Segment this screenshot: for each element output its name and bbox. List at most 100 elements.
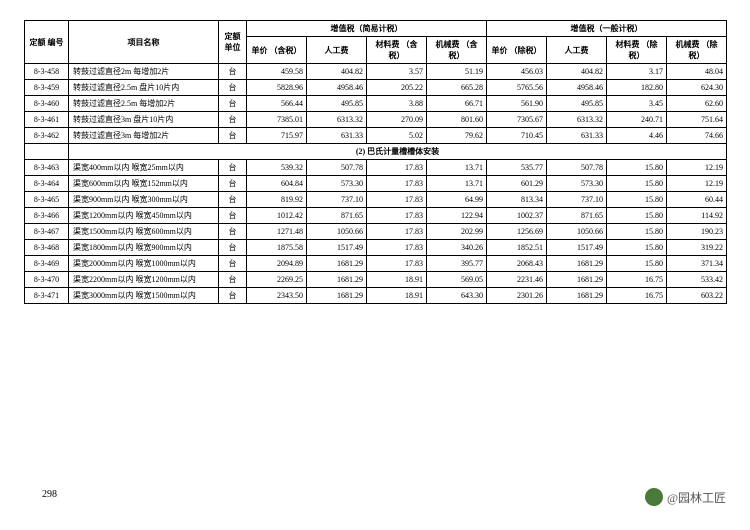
- cell-val: 15.80: [607, 256, 667, 272]
- cell-val: 459.58: [247, 64, 307, 80]
- cell-val: 319.22: [667, 240, 727, 256]
- section-empty: [25, 144, 69, 160]
- cell-val: 573.30: [547, 176, 607, 192]
- cell-val: 1517.49: [547, 240, 607, 256]
- cell-val: 1852.51: [487, 240, 547, 256]
- cell-name: 转鼓过滤直径3m 每增加2片: [69, 128, 219, 144]
- table-row: 8-3-464渠宽600mm以内 喉宽152mm以内台604.84573.301…: [25, 176, 727, 192]
- cell-val: 1681.29: [307, 272, 367, 288]
- cell-val: 340.26: [427, 240, 487, 256]
- cell-name: 渠宽400mm以内 喉宽25mm以内: [69, 160, 219, 176]
- cell-val: 1681.29: [547, 288, 607, 304]
- cell-val: 2068.43: [487, 256, 547, 272]
- cell-val: 17.83: [367, 256, 427, 272]
- cell-val: 60.44: [667, 192, 727, 208]
- cell-code: 8-3-469: [25, 256, 69, 272]
- table-wrapper: 定额 编号 项目名称 定额 单位 增值税（简易计税） 增值税（一般计税） 单价 …: [24, 20, 726, 304]
- cell-val: 5765.56: [487, 80, 547, 96]
- cell-val: 5828.96: [247, 80, 307, 96]
- hdr-unit: 定额 单位: [219, 21, 247, 64]
- table-row: 8-3-470渠宽2200mm以内 喉宽1200mm以内台2269.251681…: [25, 272, 727, 288]
- cell-val: 190.23: [667, 224, 727, 240]
- cell-val: 1517.49: [307, 240, 367, 256]
- cell-val: 495.85: [547, 96, 607, 112]
- cell-val: 604.84: [247, 176, 307, 192]
- cell-unit: 台: [219, 64, 247, 80]
- cell-val: 2301.26: [487, 288, 547, 304]
- avatar-icon: [645, 488, 663, 506]
- cell-val: 16.75: [607, 272, 667, 288]
- cell-val: 4958.46: [307, 80, 367, 96]
- cell-val: 13.71: [427, 160, 487, 176]
- cell-val: 64.99: [427, 192, 487, 208]
- cell-val: 456.03: [487, 64, 547, 80]
- cell-val: 17.83: [367, 160, 427, 176]
- watermark-text: @园林工匠: [667, 489, 726, 506]
- cell-val: 535.77: [487, 160, 547, 176]
- cell-val: 48.04: [667, 64, 727, 80]
- cell-val: 270.09: [367, 112, 427, 128]
- cell-val: 18.91: [367, 288, 427, 304]
- table-row: 8-3-460转鼓过滤直径2.5m 每增加2片台566.44495.853.88…: [25, 96, 727, 112]
- cell-val: 3.88: [367, 96, 427, 112]
- cell-val: 665.28: [427, 80, 487, 96]
- cell-val: 603.22: [667, 288, 727, 304]
- page-number: 298: [42, 489, 57, 500]
- cell-val: 601.29: [487, 176, 547, 192]
- cell-name: 转鼓过滤直径3m 盘片10片内: [69, 112, 219, 128]
- cell-val: 507.78: [547, 160, 607, 176]
- cell-val: 3.57: [367, 64, 427, 80]
- cell-val: 74.66: [667, 128, 727, 144]
- cell-name: 渠宽1500mm以内 喉宽600mm以内: [69, 224, 219, 240]
- cell-val: 2094.89: [247, 256, 307, 272]
- cell-val: 1681.29: [547, 256, 607, 272]
- hdr-name: 项目名称: [69, 21, 219, 64]
- cell-val: 15.80: [607, 240, 667, 256]
- cell-val: 404.82: [547, 64, 607, 80]
- cell-val: 871.65: [547, 208, 607, 224]
- cell-code: 8-3-460: [25, 96, 69, 112]
- watermark: @园林工匠: [645, 488, 726, 506]
- table-row: 8-3-462转鼓过滤直径3m 每增加2片台715.97631.335.0279…: [25, 128, 727, 144]
- cell-unit: 台: [219, 256, 247, 272]
- cell-val: 1681.29: [307, 288, 367, 304]
- cell-val: 561.90: [487, 96, 547, 112]
- cell-name: 渠宽1800mm以内 喉宽900mm以内: [69, 240, 219, 256]
- cell-val: 16.75: [607, 288, 667, 304]
- table-row: 8-3-458转鼓过滤直径2m 每增加2片台459.58404.823.5751…: [25, 64, 727, 80]
- cell-val: 569.05: [427, 272, 487, 288]
- section-row: (2) 巴氏计量槽槽体安装: [25, 144, 727, 160]
- hdr-code: 定额 编号: [25, 21, 69, 64]
- cell-val: 624.30: [667, 80, 727, 96]
- cell-code: 8-3-467: [25, 224, 69, 240]
- cell-val: 539.32: [247, 160, 307, 176]
- cell-val: 182.80: [607, 80, 667, 96]
- cell-name: 转鼓过滤直径2.5m 每增加2片: [69, 96, 219, 112]
- cell-val: 1256.69: [487, 224, 547, 240]
- cell-val: 801.60: [427, 112, 487, 128]
- cell-val: 13.71: [427, 176, 487, 192]
- hdr-up2: 单价 （除税）: [487, 37, 547, 64]
- section-title: (2) 巴氏计量槽槽体安装: [69, 144, 727, 160]
- hdr-mach2: 机械费 （除税）: [667, 37, 727, 64]
- cell-name: 渠宽600mm以内 喉宽152mm以内: [69, 176, 219, 192]
- cell-name: 渠宽2200mm以内 喉宽1200mm以内: [69, 272, 219, 288]
- table-row: 8-3-467渠宽1500mm以内 喉宽600mm以内台1271.481050.…: [25, 224, 727, 240]
- cell-val: 17.83: [367, 192, 427, 208]
- cell-val: 737.10: [547, 192, 607, 208]
- cell-name: 转鼓过滤直径2m 每增加2片: [69, 64, 219, 80]
- hdr-mat2: 材料费 （除税）: [607, 37, 667, 64]
- cell-val: 1012.42: [247, 208, 307, 224]
- cell-val: 631.33: [307, 128, 367, 144]
- cell-val: 1681.29: [307, 256, 367, 272]
- cell-code: 8-3-462: [25, 128, 69, 144]
- table-row: 8-3-471渠宽3000mm以内 喉宽1500mm以内台2343.501681…: [25, 288, 727, 304]
- hdr-group2: 增值税（一般计税）: [487, 21, 727, 37]
- cell-val: 6313.32: [307, 112, 367, 128]
- cell-val: 66.71: [427, 96, 487, 112]
- cell-val: 4.46: [607, 128, 667, 144]
- cell-val: 871.65: [307, 208, 367, 224]
- cell-val: 15.80: [607, 192, 667, 208]
- cell-val: 79.62: [427, 128, 487, 144]
- cell-val: 1050.66: [307, 224, 367, 240]
